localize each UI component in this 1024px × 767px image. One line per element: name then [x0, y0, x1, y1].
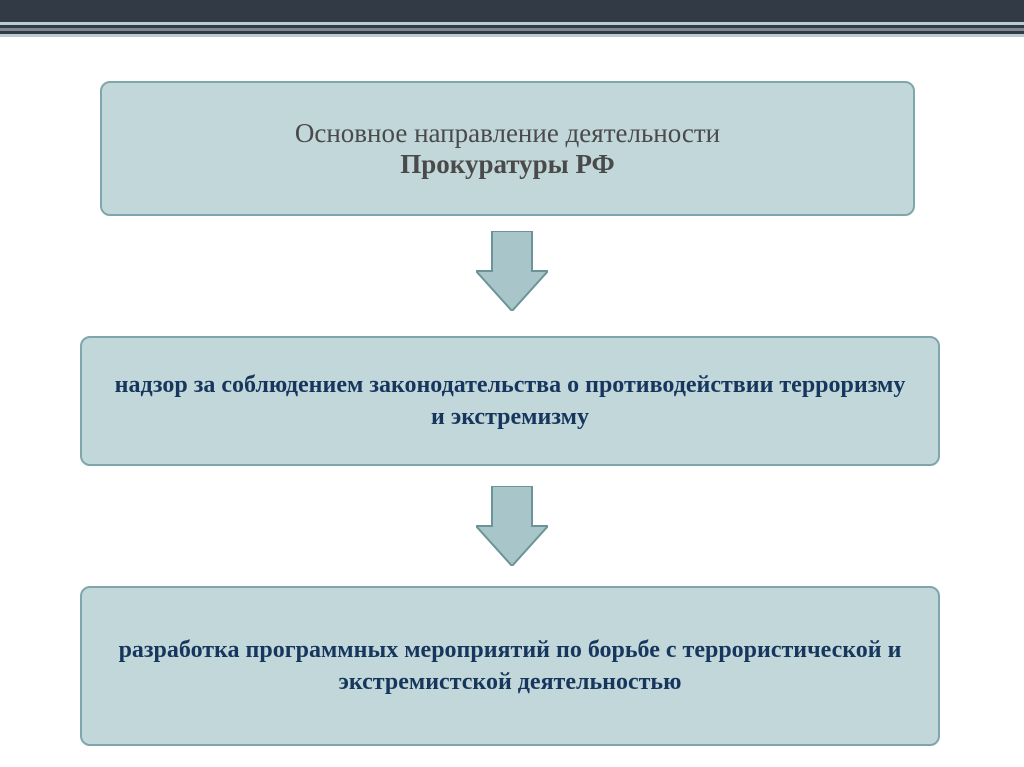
flow-box-middle: надзор за соблюдением законодательства о… — [80, 336, 940, 466]
bottom-text: разработка программных мероприятий по бо… — [106, 634, 914, 699]
title-line-1: Основное направление деятельности — [295, 118, 720, 149]
flow-box-title: Основное направление деятельности Прокур… — [100, 81, 915, 216]
arrow-down-icon — [476, 486, 548, 566]
title-line-2: Прокуратуры РФ — [295, 149, 720, 180]
diagram-canvas: Основное направление деятельности Прокур… — [0, 37, 1024, 767]
header-stripes — [0, 22, 1024, 37]
middle-text: надзор за соблюдением законодательства о… — [106, 369, 914, 434]
header-bar — [0, 0, 1024, 37]
flow-box-bottom: разработка программных мероприятий по бо… — [80, 586, 940, 746]
arrow-down-icon — [476, 231, 548, 311]
